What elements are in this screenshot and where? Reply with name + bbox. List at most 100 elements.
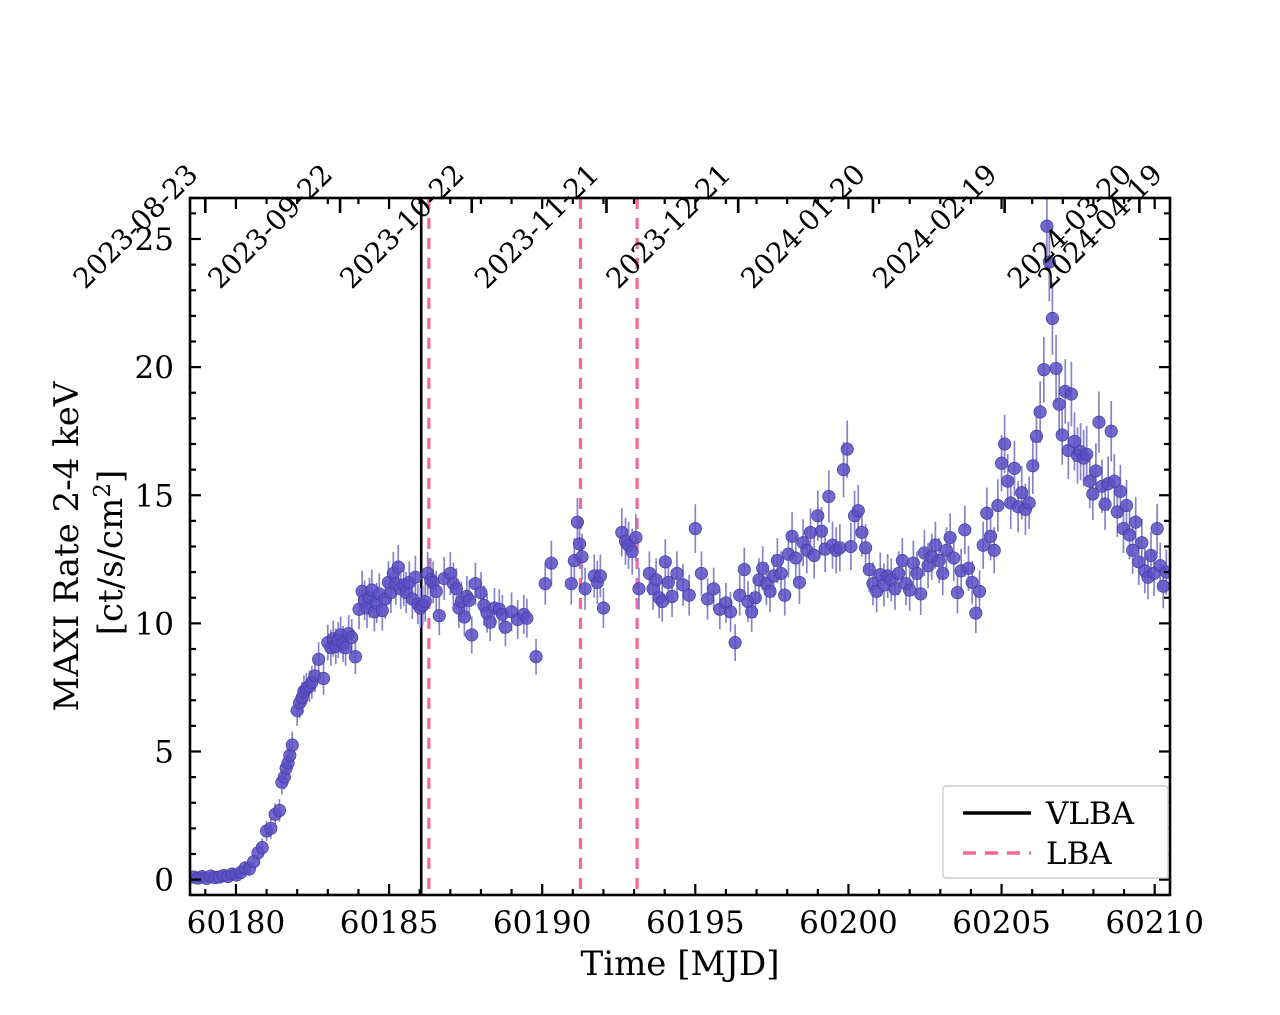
xtick-label: 60180 (187, 905, 286, 941)
data-point (1001, 474, 1015, 488)
data-point (572, 537, 587, 551)
data-point (803, 525, 818, 539)
data-point (575, 550, 589, 564)
data-point (312, 652, 326, 666)
data-point (544, 556, 558, 570)
data-point (418, 595, 432, 609)
top-date-axis: 2023-08-232023-09-222023-10-222023-11-21… (67, 158, 1169, 295)
data-point (969, 606, 983, 620)
data-point (792, 575, 806, 589)
y-axis-title-line1: MAXI Rate 2-4 keV (47, 380, 87, 711)
data-point (972, 584, 987, 598)
data-point (1107, 474, 1121, 488)
top-date-label: 2023-09-22 (202, 158, 339, 295)
data-point (1092, 415, 1106, 429)
y-axis-units-text: [ct/s/cm2] (90, 470, 131, 636)
units-exponent: 2 (90, 483, 116, 498)
top-date-label: 2024-01-20 (734, 158, 871, 295)
units-base: [ct/s/cm (91, 498, 131, 636)
data-point (498, 620, 512, 634)
data-point (457, 610, 471, 624)
data-point (774, 566, 788, 580)
data-point (1040, 219, 1054, 233)
data-point (682, 588, 696, 602)
data-point (1086, 487, 1100, 501)
data-point (432, 609, 446, 623)
data-point (991, 498, 1005, 513)
xtick-label: 60185 (340, 905, 439, 941)
data-point (1080, 447, 1094, 461)
data-point (1135, 536, 1149, 550)
data-point (1042, 255, 1056, 269)
data-point (676, 578, 690, 592)
data-point (564, 577, 578, 591)
data-point (688, 522, 702, 536)
top-date-label: 2023-11-21 (468, 158, 605, 295)
data-point (785, 529, 799, 543)
data-point (903, 583, 917, 597)
data-point (811, 509, 825, 523)
data-point (429, 584, 443, 598)
data-point (593, 569, 607, 583)
data-point (748, 591, 762, 605)
data-point (836, 463, 851, 477)
data-point (745, 605, 759, 619)
data-point (520, 611, 534, 625)
data-point (255, 841, 269, 855)
data-point (483, 615, 497, 629)
data-point (943, 530, 957, 545)
data-series (190, 198, 1170, 885)
legend: VLBA LBA (942, 785, 1169, 879)
data-point (1049, 361, 1063, 375)
data-point (807, 548, 821, 563)
data-point (1026, 459, 1040, 473)
ytick-label: 5 (154, 735, 174, 771)
data-point (348, 650, 362, 664)
data-point (570, 515, 584, 529)
data-point (345, 630, 359, 645)
data-point (629, 530, 643, 545)
data-point (892, 566, 906, 580)
data-point (1104, 424, 1118, 438)
data-point (1110, 505, 1124, 519)
data-point (910, 566, 924, 580)
data-point (950, 586, 965, 600)
data-point (763, 584, 777, 598)
data-point (391, 560, 405, 574)
ytick-label: 0 (154, 863, 174, 899)
data-point (1064, 387, 1078, 401)
data-point (264, 821, 278, 835)
data-point (408, 570, 422, 584)
data-point (1055, 428, 1069, 442)
data-point (375, 604, 389, 618)
top-date-label: 2024-02-19 (866, 158, 1003, 295)
data-point (1052, 397, 1066, 411)
data-point (316, 671, 331, 686)
data-point (1129, 515, 1143, 529)
top-date-label: 2023-10-22 (333, 158, 470, 295)
data-point (661, 575, 675, 589)
data-point (961, 561, 976, 575)
y-axis-title-units: [ct/s/cm2] (90, 470, 131, 636)
ytick-label: 25 (135, 222, 174, 258)
data-point (272, 803, 286, 817)
data-point (1098, 497, 1112, 511)
data-point (529, 650, 543, 664)
data-point (851, 504, 865, 518)
data-point (1119, 498, 1134, 513)
data-point (465, 628, 479, 642)
data-point (833, 541, 847, 555)
xtick-label: 60190 (493, 905, 592, 941)
xtick-label: 60195 (646, 905, 745, 941)
data-point (859, 541, 873, 555)
data-point (844, 539, 858, 554)
data-point (462, 593, 476, 607)
data-point (339, 641, 353, 655)
data-point (980, 506, 994, 520)
data-point (756, 561, 770, 575)
data-point (1067, 434, 1081, 448)
data-point (723, 605, 738, 619)
data-point (625, 545, 639, 559)
